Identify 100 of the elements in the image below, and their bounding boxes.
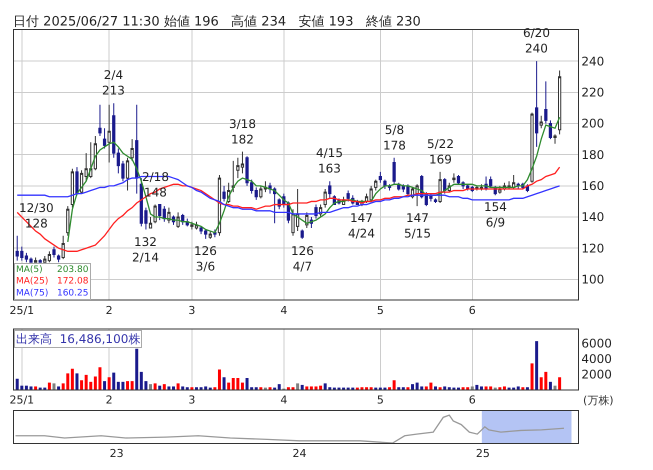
chart-title: 日付 2025/06/27 11:30 始値 196 高値 234 安値 193 終値 230	[13, 14, 421, 30]
bar	[548, 382, 552, 390]
bar	[300, 384, 304, 390]
candlestick	[378, 171, 382, 184]
bar	[502, 386, 506, 390]
candlestick	[148, 216, 152, 228]
bar	[57, 386, 60, 390]
annotation: 126 4/7	[291, 244, 314, 274]
candlestick	[296, 188, 300, 232]
candlestick	[324, 188, 327, 208]
text: MA(5) 203.80	[16, 265, 89, 275]
candlestick	[52, 246, 56, 258]
bar	[190, 387, 194, 390]
x-tick-label: 4	[280, 304, 288, 317]
annotation: 154 6/9	[484, 200, 507, 230]
text: MA(25) 172.08	[16, 276, 89, 287]
bar	[558, 377, 562, 390]
candlestick	[374, 179, 378, 192]
bar	[222, 377, 226, 390]
bar	[480, 386, 483, 390]
x-tick-label: 2	[106, 304, 113, 317]
annotation: 147 5/15	[404, 211, 431, 241]
bar	[52, 383, 56, 390]
bar	[48, 382, 51, 390]
annotation: 6/20 240	[523, 26, 550, 56]
candlestick	[130, 138, 134, 162]
bar	[544, 372, 548, 390]
bar	[135, 348, 138, 390]
bar	[296, 383, 300, 390]
annotation: 5/8 178	[383, 123, 406, 153]
candlestick	[102, 128, 106, 149]
annotation: 4/15 163	[316, 146, 343, 176]
candlestick	[29, 257, 33, 263]
bar	[62, 383, 65, 390]
candlestick	[434, 198, 438, 204]
annotation: 5/22 169	[427, 137, 454, 167]
y-tick-label: 6000	[581, 336, 612, 351]
bar	[259, 387, 262, 390]
candlestick	[222, 185, 226, 202]
candlestick	[535, 60, 538, 148]
bar	[462, 387, 465, 390]
bar	[16, 378, 19, 390]
candlestick	[273, 186, 276, 224]
x-tick-label: 25	[476, 447, 490, 460]
bar	[521, 387, 524, 390]
candlestick	[62, 235, 65, 260]
y-tick-label: 160	[581, 179, 604, 194]
bar	[162, 384, 166, 390]
y-tick-label: 120	[581, 241, 604, 256]
candlestick	[558, 70, 562, 135]
bar	[108, 377, 111, 390]
bar	[397, 387, 400, 390]
bar	[402, 387, 405, 390]
bar	[218, 370, 221, 390]
bar	[268, 387, 272, 390]
candlestick	[553, 134, 557, 144]
bar	[530, 363, 534, 390]
candlestick	[328, 180, 332, 199]
candlestick	[135, 104, 138, 194]
annotation: 126 3/6	[194, 244, 217, 274]
bar	[126, 381, 130, 390]
candlestick	[540, 115, 543, 129]
bar	[324, 383, 327, 390]
bar	[254, 387, 258, 390]
text: (万株)	[583, 394, 614, 407]
y-tick-label: 200	[581, 116, 604, 131]
chart-title: 出来高 16,486,100株	[16, 332, 140, 346]
bar	[438, 387, 442, 390]
bar	[186, 387, 189, 390]
candlestick	[108, 104, 111, 163]
annotation: 147 4/24	[348, 211, 375, 241]
candlestick	[452, 172, 456, 184]
x-tick-label: 23	[110, 447, 124, 460]
candlestick	[126, 157, 130, 192]
bar	[484, 386, 488, 390]
candlestick	[300, 229, 304, 240]
bar	[540, 377, 543, 390]
candlestick	[190, 221, 194, 230]
y-tick-label: 180	[581, 148, 604, 162]
x-tick-label: 6	[468, 394, 476, 407]
annotation: 3/18 182	[229, 117, 256, 147]
annotation: 2/4 213	[102, 68, 125, 98]
candlestick	[443, 178, 446, 194]
x-tick-label: 25/1	[9, 394, 34, 407]
y-tick-label: 100	[581, 272, 604, 287]
candlestick	[208, 230, 212, 240]
x-tick-label: 2	[106, 394, 113, 407]
candlestick	[56, 254, 60, 263]
x-tick-label: 5	[376, 304, 384, 317]
candlestick	[181, 213, 184, 226]
bar	[434, 386, 437, 390]
x-tick-label: 24	[292, 447, 307, 460]
bar	[154, 383, 157, 390]
x-tick-label: 5	[376, 394, 384, 407]
bar	[121, 382, 124, 390]
bar	[98, 367, 102, 390]
y-tick-label: 240	[581, 54, 604, 68]
bar	[406, 387, 410, 390]
bar	[34, 386, 38, 390]
y-tick-label: 4000	[581, 352, 612, 366]
